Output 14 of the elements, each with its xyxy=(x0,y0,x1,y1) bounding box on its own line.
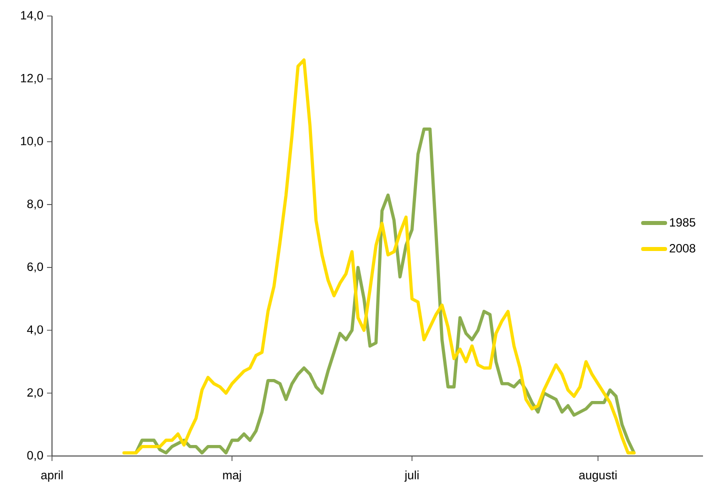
y-tick-label: 14,0 xyxy=(21,11,44,21)
y-tick-label: 4,0 xyxy=(27,325,44,336)
x-tick-label: juli xyxy=(404,470,419,482)
x-tick-label: maj xyxy=(223,470,241,482)
y-tick-label: 10,0 xyxy=(21,136,44,147)
legend-label: 1985 xyxy=(670,218,696,227)
x-tick-label: augusti xyxy=(579,470,617,482)
y-tick-label: 2,0 xyxy=(27,388,44,398)
y-tick-label: 8,0 xyxy=(27,200,44,210)
legend-label: 2008 xyxy=(670,244,696,252)
y-tick-label: 6,0 xyxy=(27,262,44,272)
y-tick-label: 0,0 xyxy=(27,451,44,461)
x-tick-label: april xyxy=(41,470,63,482)
y-tick-label: 12,0 xyxy=(21,74,44,84)
